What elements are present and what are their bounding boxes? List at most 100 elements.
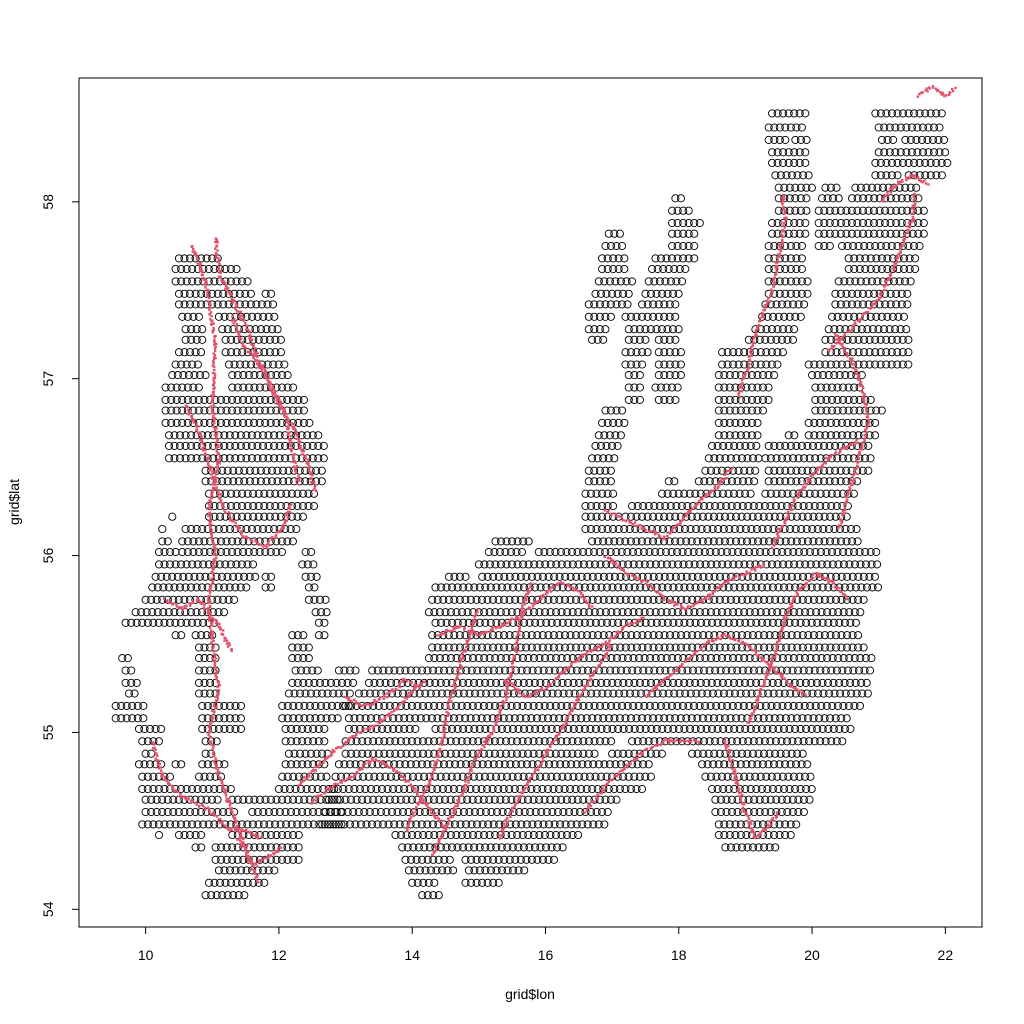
track-point <box>216 452 220 456</box>
grid-point <box>814 537 823 546</box>
grid-point <box>586 524 596 534</box>
grid-point <box>668 241 677 251</box>
grid-point <box>854 241 863 251</box>
grid-point <box>781 466 790 475</box>
grid-point <box>786 277 795 286</box>
grid-point <box>700 547 709 557</box>
grid-point <box>626 537 635 546</box>
track-point <box>214 437 218 440</box>
grid-point <box>714 406 723 415</box>
grid-point <box>671 371 680 380</box>
grid-point <box>910 158 919 167</box>
grid-point <box>880 123 889 132</box>
grid-point <box>869 229 879 238</box>
grid-point <box>803 537 812 546</box>
grid-point <box>795 109 804 118</box>
grid-point <box>601 477 610 486</box>
grid-point <box>586 489 596 498</box>
track-point <box>209 526 212 530</box>
grid-point <box>773 109 782 118</box>
track-point <box>213 760 216 763</box>
grid-point <box>822 395 831 404</box>
grid-point <box>850 560 860 569</box>
grid-point <box>505 572 514 581</box>
grid-point <box>603 489 612 498</box>
grid-point <box>731 406 740 415</box>
grid-point <box>649 300 658 309</box>
track-point <box>224 792 227 795</box>
grid-point <box>910 109 919 118</box>
grid-point <box>581 512 590 521</box>
track-point <box>212 639 215 643</box>
grid-point <box>882 335 891 344</box>
track-point <box>224 281 227 285</box>
grid-point <box>899 312 909 321</box>
grid-point <box>647 583 656 592</box>
track-point <box>291 456 295 459</box>
grid-point <box>766 489 775 498</box>
track-point <box>214 441 218 444</box>
grid-point <box>919 218 928 228</box>
grid-point <box>669 489 678 498</box>
grid-point <box>842 289 851 298</box>
grid-point <box>915 241 924 251</box>
grid-point <box>684 229 693 238</box>
grid-point <box>820 218 829 228</box>
grid-point <box>853 194 862 203</box>
grid-point <box>795 560 804 569</box>
track-point <box>209 405 213 408</box>
track-point <box>242 842 245 846</box>
track-point <box>252 345 255 348</box>
grid-point <box>598 254 607 263</box>
grid-point <box>661 547 671 557</box>
grid-point <box>773 325 782 334</box>
grid-point <box>767 360 776 369</box>
grid-point <box>672 277 681 286</box>
track-point <box>212 357 216 360</box>
track-point <box>222 783 225 787</box>
grid-point <box>706 547 715 557</box>
grid-point <box>673 383 682 392</box>
track-point <box>211 752 215 755</box>
grid-point <box>590 300 599 309</box>
grid-point <box>461 572 470 581</box>
grid-point <box>536 583 545 592</box>
grid-point <box>864 466 873 475</box>
grid-point <box>671 300 680 309</box>
grid-point <box>584 477 593 486</box>
grid-point <box>500 572 509 581</box>
grid-point <box>677 572 686 581</box>
grid-point <box>506 547 516 557</box>
grid-point <box>618 241 627 251</box>
grid-point <box>590 325 599 334</box>
grid-point <box>734 466 743 475</box>
grid-point <box>832 348 841 357</box>
track-point <box>271 384 274 388</box>
grid-point <box>881 194 890 203</box>
grid-point <box>507 560 517 569</box>
track-point <box>232 300 235 304</box>
grid-point <box>647 524 656 534</box>
grid-point <box>924 148 933 157</box>
track-point <box>272 388 276 391</box>
track-point <box>211 383 215 387</box>
grid-point <box>847 229 856 238</box>
grid-point <box>511 572 520 581</box>
grid-point <box>809 537 818 546</box>
grid-point <box>762 360 771 369</box>
grid-point <box>835 325 844 334</box>
track-point <box>216 249 219 252</box>
grid-point <box>612 406 621 415</box>
track-point <box>205 283 208 287</box>
grid-point <box>915 109 924 118</box>
grid-point <box>722 547 731 557</box>
grid-point <box>785 183 794 192</box>
grid-point <box>854 431 863 440</box>
grid-point <box>882 171 891 180</box>
grid-point <box>879 325 889 334</box>
grid-point <box>856 560 865 569</box>
grid-point <box>730 524 739 534</box>
grid-point <box>654 348 663 357</box>
grid-point <box>854 572 863 581</box>
grid-point <box>666 572 675 581</box>
